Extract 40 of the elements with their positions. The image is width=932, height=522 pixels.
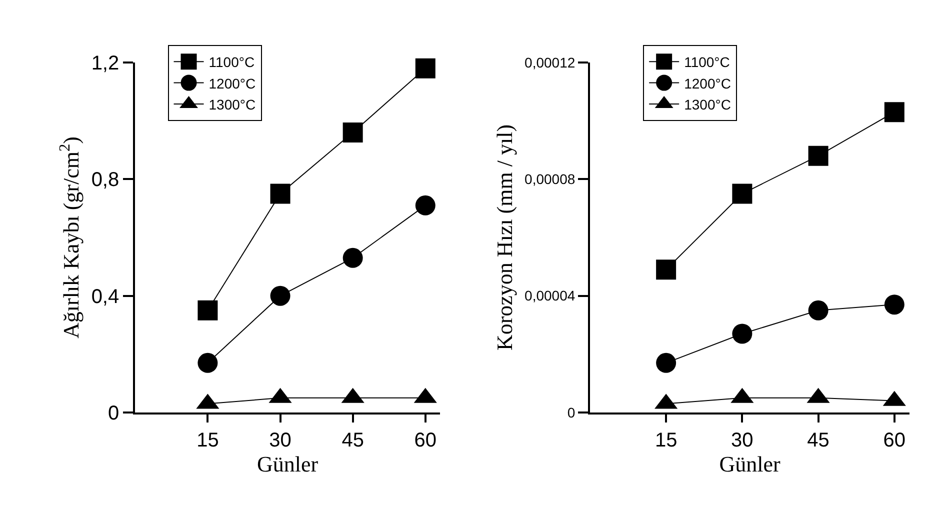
y-tick-label: 0,00008	[524, 171, 576, 188]
legend-label: 1100°C	[684, 54, 730, 70]
point	[198, 300, 218, 320]
x-axis-title: Günler	[256, 452, 319, 476]
x-tick-label: 15	[654, 430, 678, 452]
point	[342, 248, 363, 268]
x-tick-label: 45	[342, 430, 364, 452]
point	[656, 352, 676, 373]
legend-label: 1100°C	[208, 54, 255, 70]
y-axis-title: Korozyon Hızı (mm / yıl)	[492, 124, 517, 351]
point	[884, 102, 904, 122]
y-tick-label: 0,4	[91, 286, 120, 308]
point	[808, 146, 828, 166]
point	[270, 184, 290, 204]
point	[732, 184, 752, 204]
point	[415, 58, 436, 78]
x-tick-label: 45	[807, 430, 830, 452]
point	[415, 195, 436, 216]
y-tick-label: 0,8	[91, 169, 120, 192]
x-tick-label: 30	[731, 430, 754, 452]
legend-label: 1300°C	[208, 96, 256, 112]
point	[270, 286, 290, 306]
x-tick-label: 15	[196, 430, 219, 452]
point	[808, 300, 828, 320]
legend-label: 1200°C	[684, 75, 731, 92]
y-tick-label: 0	[567, 404, 576, 420]
legend-label: 1200°C	[208, 75, 256, 92]
x-tick-label: 30	[269, 430, 292, 452]
point	[656, 260, 676, 280]
y-tick-label: 1,2	[91, 52, 120, 74]
point	[884, 294, 904, 315]
point	[342, 122, 363, 142]
y-tick-label: 0,00012	[524, 54, 576, 70]
point	[732, 324, 752, 344]
legend-label: 1300°C	[684, 96, 731, 112]
y-tick-label: 0	[108, 402, 120, 424]
x-axis-title: Günler	[719, 452, 782, 476]
x-tick-label: 60	[883, 430, 906, 452]
y-tick-label: 0,00004	[524, 288, 576, 304]
x-tick-label: 60	[414, 430, 437, 452]
